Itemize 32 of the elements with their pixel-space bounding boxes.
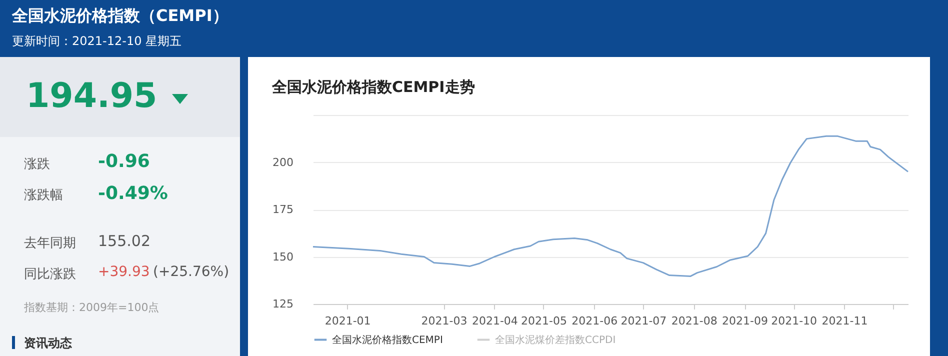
- x-tick-label: 2021-10: [771, 314, 818, 328]
- x-tick-label: 2021-07: [620, 314, 667, 328]
- x-tick-label: 2021-01: [324, 314, 371, 328]
- text: -0.96: [98, 151, 150, 172]
- text: 涨跌: [24, 156, 50, 173]
- text: 更新时间：2021-12-10 星期五: [12, 33, 182, 50]
- text: 同比涨跌: [24, 266, 76, 283]
- y-tick-label: 125: [272, 298, 294, 310]
- y-tick-label: 200: [272, 156, 294, 169]
- x-tick-label: 2021-04: [472, 314, 518, 328]
- line-series: [312, 135, 909, 277]
- x-tick-label: 2021-05: [520, 314, 567, 328]
- text: 155.02: [98, 232, 150, 250]
- text: 去年同期: [24, 235, 76, 252]
- text: -0.49%: [98, 183, 168, 204]
- y-tick-label: 175: [272, 203, 294, 216]
- text: (+25.76%): [153, 264, 230, 280]
- text: 全国水泥价格指数（CEMPI）: [12, 6, 228, 27]
- y-tick-label: 150: [272, 250, 294, 264]
- text: +39.93: [98, 264, 150, 280]
- legend-label: 全国水泥价格指数CEMPI: [332, 334, 443, 346]
- x-tick-label: 2021-11: [822, 314, 868, 328]
- text: 涨跌幅: [24, 187, 63, 204]
- text: 资讯动态: [24, 335, 72, 352]
- x-tick-label: 2021-08: [671, 314, 718, 328]
- legend-label: 全国水泥煤价差指数CCPDI: [495, 334, 616, 346]
- text: 194.95: [26, 76, 158, 116]
- x-tick-label: 2021-09: [722, 314, 768, 328]
- text: 指数基期：2009年=100点: [24, 300, 160, 315]
- x-tick-label: 2021-03: [421, 314, 468, 328]
- chart-title: 全国水泥价格指数CEMPI走势: [271, 78, 475, 96]
- x-tick-label: 2021-06: [572, 314, 618, 328]
